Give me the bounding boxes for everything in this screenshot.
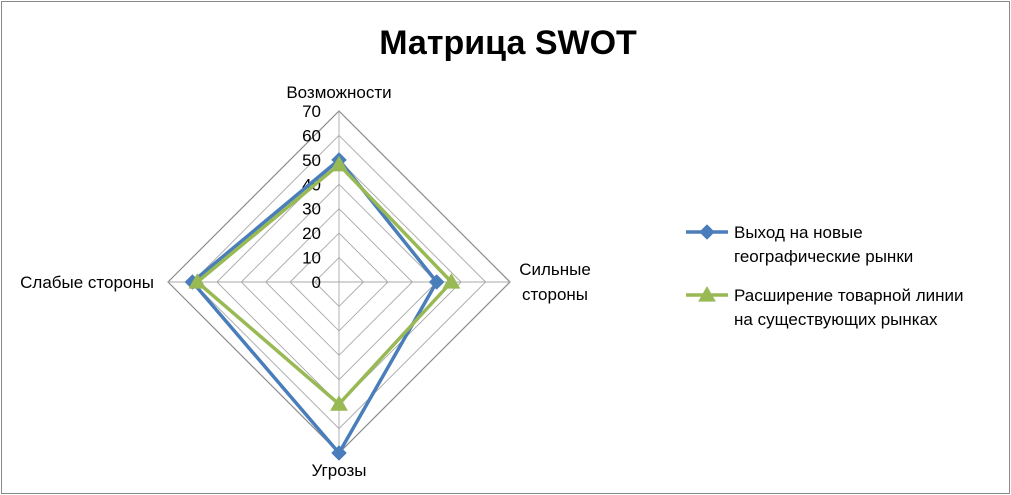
legend-marker [698,285,716,302]
data-series [184,152,461,461]
data-point [188,272,207,289]
category-label: Сильные [519,260,591,279]
chart-title: Матрица SWOT [379,24,637,62]
tick-label: 70 [302,102,321,121]
data-point [331,445,347,461]
category-label: Слабые стороны [20,273,154,292]
legend-marker [699,224,715,240]
tick-label: 50 [302,151,321,170]
legend: Выход на новые географические рынки Расшир… [686,223,964,329]
category-label: Возможности [286,83,391,102]
category-label: стороны [522,285,588,304]
tick-label: 10 [302,249,321,268]
legend-label: Выход на новые [734,223,863,242]
tick-label: 0 [312,273,321,292]
tick-label: 60 [302,126,321,145]
data-point [442,272,461,289]
series-line [195,162,454,406]
data-point [330,155,348,172]
tick-label: 20 [302,224,321,243]
legend-entry: Выход на новые географические рынки [686,223,913,266]
tick-label: 30 [302,200,321,219]
category-label: Угрозы [312,461,367,480]
series-2 [188,155,461,411]
legend-entry: Расширение товарной линии на существующих… [686,285,964,329]
legend-label: географические рынки [734,247,913,266]
legend-label: на существующих рынках [734,310,938,329]
legend-label: Расширение товарной линии [734,286,964,305]
category-labels: Возможности Сильные стороны Угрозы Слабые ст… [20,83,591,480]
data-point [428,274,445,290]
data-point [330,395,348,411]
